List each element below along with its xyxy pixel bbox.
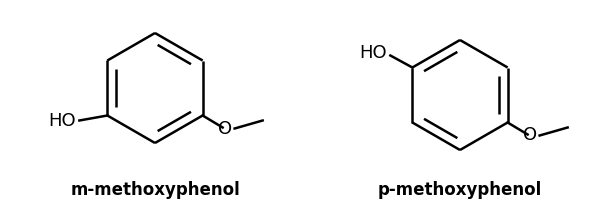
Text: HO: HO: [360, 44, 387, 62]
Text: m-methoxyphenol: m-methoxyphenol: [70, 181, 240, 199]
Text: O: O: [522, 126, 537, 144]
Text: p-methoxyphenol: p-methoxyphenol: [378, 181, 542, 199]
Text: O: O: [217, 120, 232, 138]
Text: HO: HO: [49, 113, 76, 130]
